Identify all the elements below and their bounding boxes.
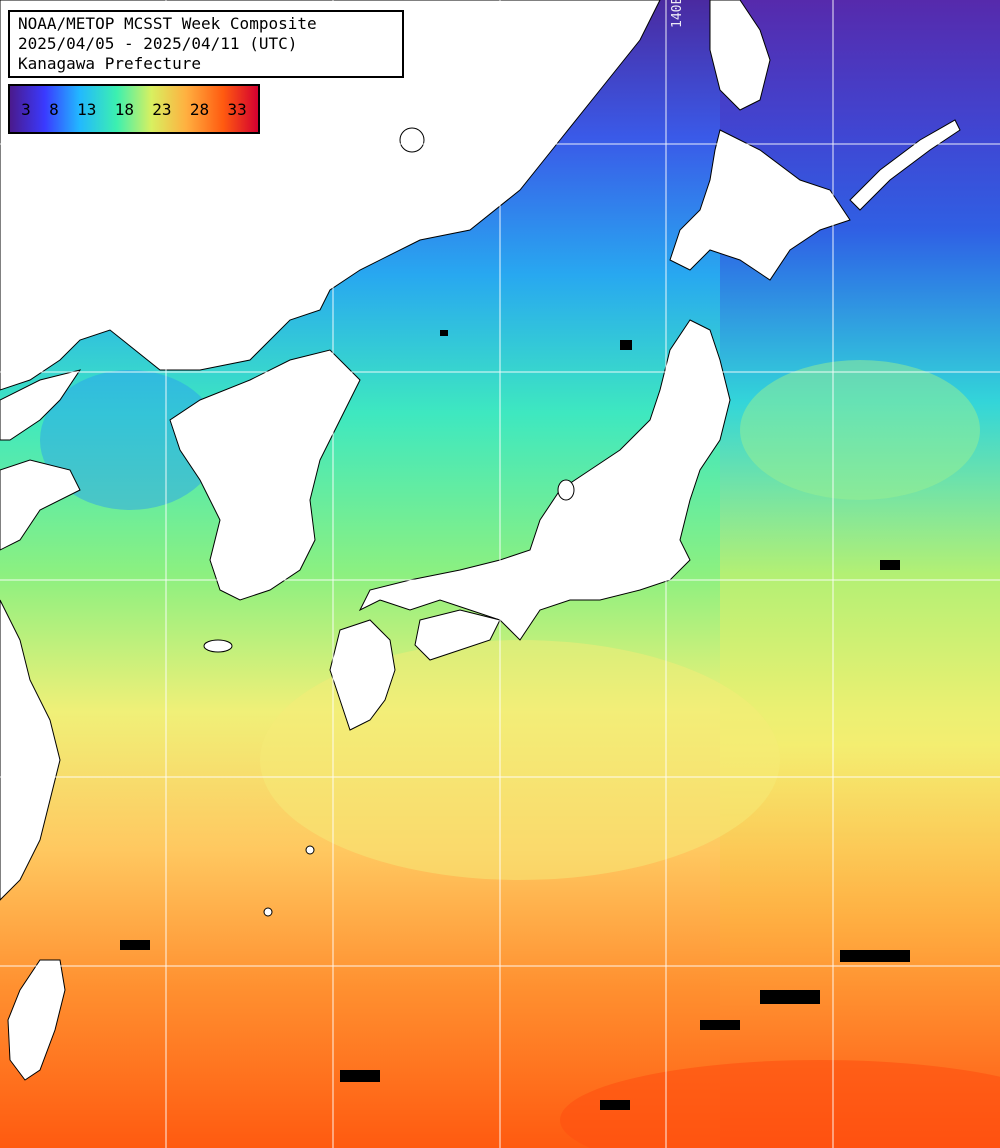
title-line-1: NOAA/METOP MCSST Week Composite <box>18 14 317 33</box>
temperature-legend: 3 8 13 18 23 28 33 <box>8 84 260 134</box>
honshu <box>358 319 731 641</box>
latitude-label: 40N <box>14 352 38 367</box>
southern-warm <box>560 1060 1000 1148</box>
jeju-island <box>203 639 233 653</box>
longitude-label: 140E <box>670 0 685 28</box>
title-line-3: Kanagawa Prefecture <box>18 54 202 73</box>
legend-tick: 18 <box>114 99 134 119</box>
small-island <box>305 845 315 855</box>
shikoku <box>414 609 501 661</box>
sakhalin <box>709 0 771 111</box>
legend-tick: 23 <box>152 99 172 119</box>
korean-peninsula <box>169 349 361 601</box>
kyushu <box>329 619 396 731</box>
legend-tick: 33 <box>227 99 247 119</box>
legend-tick: 28 <box>189 99 210 119</box>
warm-patch <box>260 640 780 880</box>
legend-tick: 3 <box>21 99 31 119</box>
legend-colorbar <box>10 86 258 132</box>
china-east-coast <box>0 599 61 901</box>
legend-tick: 8 <box>49 99 59 119</box>
map-title-box: NOAA/METOP MCSST Week Composite 2025/04/… <box>8 10 404 78</box>
legend-tick: 13 <box>77 99 97 119</box>
liaodong-peninsula <box>0 369 82 441</box>
small-island <box>263 907 273 917</box>
title-line-2: 2025/04/05 - 2025/04/11 (UTC) <box>18 34 298 53</box>
shandong-peninsula <box>0 459 81 551</box>
cloud-mask <box>120 330 910 1110</box>
hokkaido <box>669 129 851 281</box>
sado-island <box>557 479 575 501</box>
kuril-islands <box>849 119 961 211</box>
warm-eddy <box>740 360 980 500</box>
yellow-sea-cool <box>40 370 220 510</box>
small-island <box>399 127 425 153</box>
taiwan <box>7 959 66 1081</box>
